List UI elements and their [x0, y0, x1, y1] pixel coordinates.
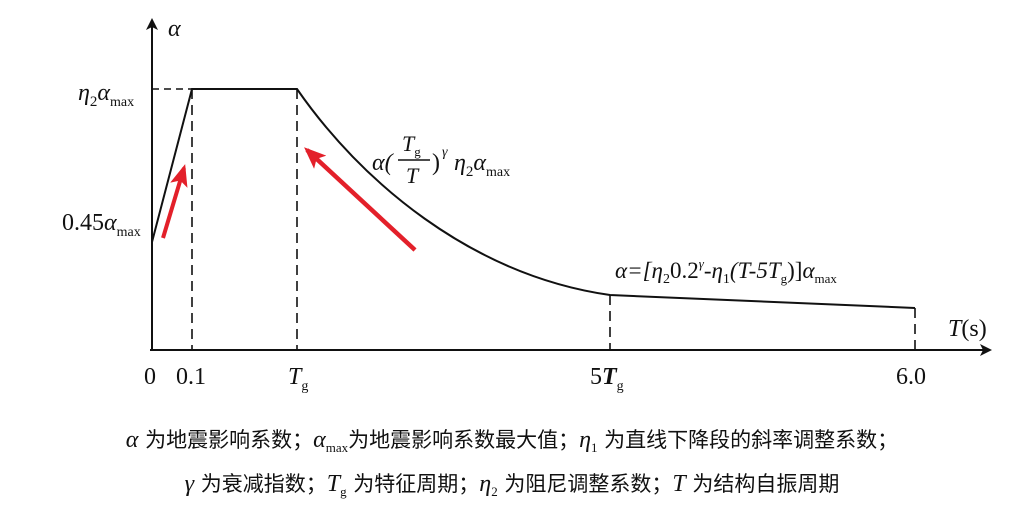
y-axis-label: α [168, 16, 181, 42]
note-line-1: α 为地震影响系数；αmax为地震影响系数最大值；η1 为直线下降段的斜率调整系… [125, 427, 899, 456]
x-tick-5tg: 5Tg [590, 364, 624, 394]
red-arrow-descending [304, 147, 417, 252]
x-tick-0: 0 [144, 364, 156, 390]
x-tick-01: 0.1 [176, 364, 206, 390]
note-line-2: γ 为衰减指数；Tg 为特征周期；η2 为阻尼调整系数；T 为结构自振周期 [184, 471, 840, 500]
y-tick-045-alpha-max: 0.45αmax [62, 210, 141, 240]
x-tick-tg: Tg [288, 364, 308, 394]
spectrum-curve [151, 88, 916, 309]
svg-text:η2αmax: η2αmax [454, 150, 510, 180]
svg-text:): ) [432, 150, 440, 176]
x-axis-label: T(s) [948, 316, 987, 342]
formula-linear-segment: α=[η20.2γ-η1(T-5Tg)]αmax [615, 256, 837, 287]
red-arrow-rising [161, 164, 188, 239]
formula-descending-curve: α( Tg T ) γ η2αmax [372, 131, 510, 188]
svg-text:α(: α( [372, 150, 395, 176]
response-spectrum-diagram: α η2αmax 0.45αmax 0 0.1 Tg 5Tg 6.0 T(s) … [62, 16, 992, 394]
y-tick-eta2-alpha-max: η2αmax [78, 80, 134, 110]
svg-text:Tg: Tg [402, 131, 421, 159]
svg-text:T: T [406, 163, 420, 188]
x-tick-6: 6.0 [896, 364, 926, 390]
svg-text:γ: γ [442, 145, 448, 160]
